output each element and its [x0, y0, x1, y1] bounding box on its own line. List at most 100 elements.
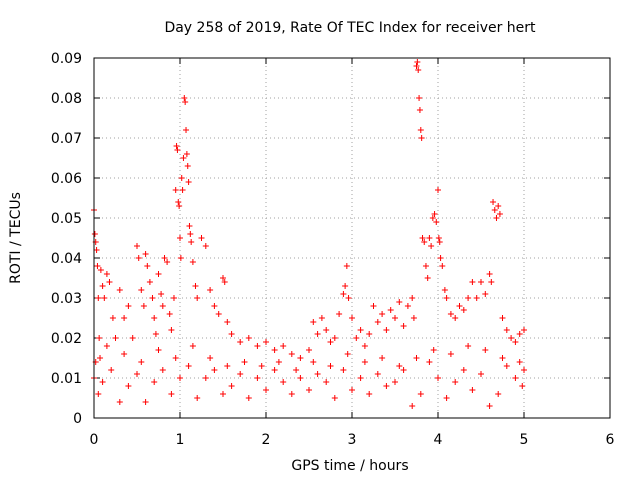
data-point [179, 187, 186, 193]
data-point [327, 363, 334, 369]
data-point [456, 303, 463, 309]
data-point [194, 395, 201, 401]
data-point [228, 331, 235, 337]
data-point [121, 351, 128, 357]
data-point [488, 279, 495, 285]
data-point [177, 375, 183, 381]
data-point [184, 163, 191, 169]
data-point [349, 387, 355, 393]
data-point [366, 331, 373, 337]
data-point [443, 295, 450, 301]
data-point [271, 347, 278, 353]
data-point [503, 327, 510, 333]
data-point [409, 403, 416, 409]
data-point [177, 235, 183, 241]
data-point [437, 255, 444, 261]
data-point [473, 295, 480, 301]
data-point [418, 135, 425, 141]
data-point [258, 363, 265, 369]
data-point [228, 383, 235, 389]
data-point [134, 371, 140, 377]
data-point [478, 279, 484, 285]
data-point [499, 315, 506, 321]
data-point [166, 311, 173, 317]
data-point [482, 291, 489, 297]
data-point [495, 203, 502, 209]
data-point [441, 287, 448, 293]
y-tick-label: 0.08 [51, 91, 82, 107]
data-point [428, 243, 435, 249]
y-tick-label: 0.01 [51, 371, 82, 387]
data-point [297, 355, 304, 361]
data-point [516, 359, 523, 365]
data-point [155, 347, 162, 353]
data-point [129, 335, 136, 341]
data-point [224, 319, 231, 325]
data-point [211, 303, 218, 309]
data-point [421, 239, 428, 245]
data-point [245, 395, 252, 401]
data-point [211, 367, 218, 373]
data-point [503, 363, 510, 369]
data-point [416, 107, 423, 113]
data-point [410, 315, 417, 321]
data-point [435, 235, 442, 241]
data-point [220, 391, 226, 397]
data-point [396, 299, 403, 305]
data-point [93, 247, 100, 253]
x-axis-label: GPS time / hours [291, 458, 408, 474]
data-point [245, 335, 252, 341]
data-point [336, 311, 343, 317]
data-point [151, 379, 158, 385]
data-point [443, 395, 450, 401]
x-tick-label: 2 [262, 432, 271, 448]
y-tick-label: 0.03 [51, 291, 82, 307]
data-point [174, 147, 181, 153]
data-point [237, 339, 244, 345]
data-point [392, 379, 398, 385]
chart-title: Day 258 of 2019, Rate Of TEC Index for r… [164, 20, 536, 36]
data-point [172, 355, 179, 361]
data-point [413, 63, 420, 69]
data-point [159, 367, 166, 373]
data-point [146, 279, 153, 285]
data-point [379, 355, 386, 361]
x-tick-label: 0 [90, 432, 99, 448]
data-point [361, 359, 368, 365]
data-point [424, 275, 431, 281]
data-point [271, 367, 278, 373]
data-point [185, 363, 192, 369]
data-point [409, 295, 416, 301]
data-point [142, 399, 149, 405]
data-point [400, 323, 407, 329]
data-point [135, 255, 142, 261]
data-point [220, 275, 226, 281]
data-point [521, 367, 527, 373]
data-point [426, 359, 433, 365]
data-point [176, 203, 183, 209]
data-point [396, 363, 403, 369]
x-tick-labels: 0 1 2 3 4 5 6 [90, 432, 615, 448]
data-point [426, 235, 433, 241]
data-point [194, 295, 201, 301]
data-point [125, 303, 132, 309]
data-point [490, 199, 497, 205]
data-point [237, 371, 244, 377]
data-point [99, 379, 106, 385]
data-point [288, 391, 295, 397]
data-point [314, 331, 321, 337]
data-point [422, 263, 429, 269]
data-point [103, 271, 110, 277]
data-point [516, 331, 523, 337]
data-point [452, 315, 459, 321]
data-point [103, 343, 110, 349]
y-tick-label: 0.04 [51, 251, 82, 267]
data-point [168, 327, 175, 333]
data-point [112, 335, 119, 341]
data-point [189, 343, 196, 349]
grid-lines [93, 57, 611, 419]
data-point [183, 151, 190, 157]
data-point [486, 403, 493, 409]
data-point [297, 375, 304, 381]
data-point [94, 263, 101, 269]
